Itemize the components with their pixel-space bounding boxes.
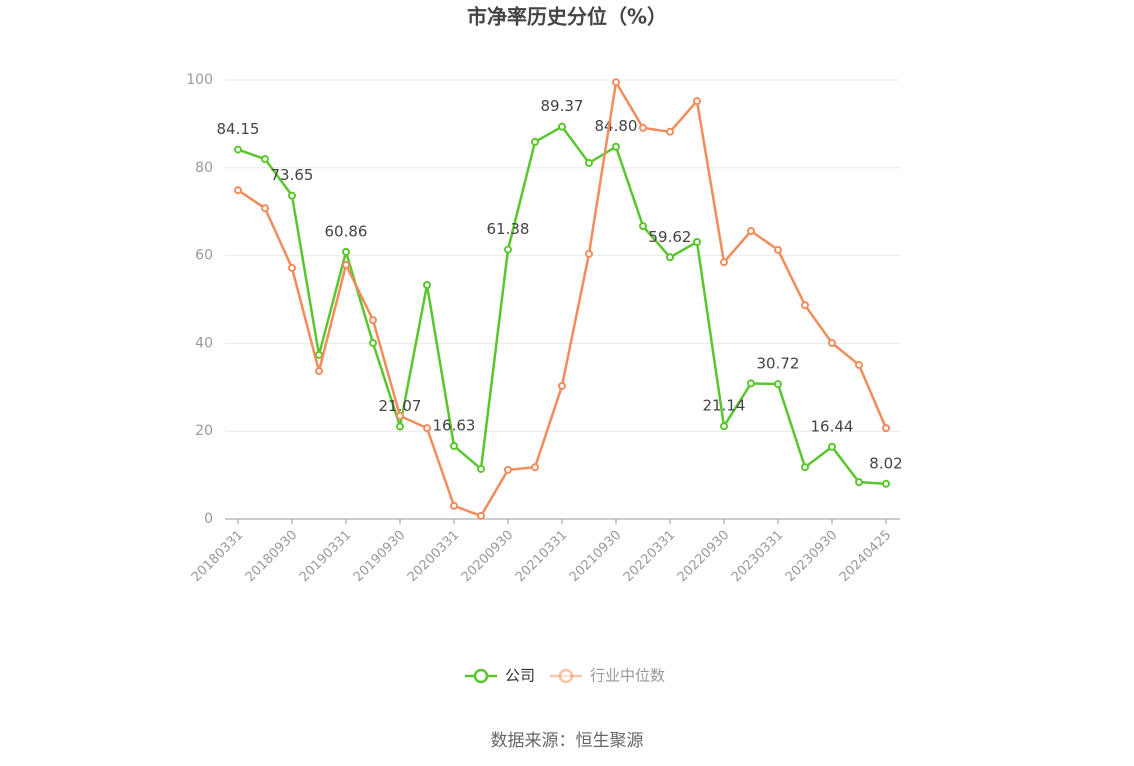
x-tick-label: 20200331 bbox=[405, 528, 462, 585]
chart-title: 市净率历史分位（%） bbox=[467, 5, 667, 29]
data-point bbox=[396, 411, 404, 420]
data-point bbox=[477, 464, 485, 473]
data-point bbox=[558, 122, 566, 131]
x-tick-label: 20220331 bbox=[621, 528, 678, 585]
data-point bbox=[585, 249, 593, 258]
x-tick-label: 20220930 bbox=[675, 528, 732, 585]
x-tick-label: 20240425 bbox=[837, 528, 894, 585]
data-point bbox=[720, 258, 728, 267]
data-point bbox=[666, 253, 674, 262]
data-point bbox=[315, 367, 323, 376]
data-point bbox=[261, 155, 269, 164]
data-label: 59.62 bbox=[649, 228, 692, 246]
data-point bbox=[666, 127, 674, 136]
data-point bbox=[693, 97, 701, 106]
data-point bbox=[531, 463, 539, 472]
y-tick-label: 0 bbox=[204, 511, 213, 527]
data-point bbox=[288, 191, 296, 200]
data-label: 16.44 bbox=[811, 417, 854, 435]
x-tick-label: 20180930 bbox=[243, 528, 300, 585]
data-label: 21.07 bbox=[379, 397, 422, 415]
data-point bbox=[882, 479, 890, 488]
data-point bbox=[288, 263, 296, 272]
legend-label: 行业中位数 bbox=[590, 667, 665, 685]
data-label: 21.14 bbox=[703, 397, 746, 415]
data-point bbox=[450, 441, 458, 450]
data-point bbox=[747, 227, 755, 236]
source-note: 数据来源：恒生聚源 bbox=[491, 731, 644, 751]
legend-marker bbox=[473, 668, 489, 684]
data-point bbox=[828, 442, 836, 451]
data-point bbox=[504, 245, 512, 254]
data-point bbox=[504, 465, 512, 474]
data-point bbox=[423, 424, 431, 433]
data-label: 89.37 bbox=[541, 97, 584, 115]
x-tick-label: 20210331 bbox=[513, 528, 570, 585]
data-point bbox=[234, 145, 242, 154]
data-point bbox=[261, 204, 269, 213]
y-tick-label: 80 bbox=[195, 160, 213, 176]
data-label: 8.02 bbox=[869, 454, 902, 472]
data-point bbox=[855, 478, 863, 487]
data-point bbox=[801, 301, 809, 310]
data-point bbox=[450, 501, 458, 510]
data-point bbox=[639, 222, 647, 231]
x-tick-label: 20230331 bbox=[729, 528, 786, 585]
data-point bbox=[423, 281, 431, 290]
y-tick-label: 20 bbox=[195, 423, 213, 439]
x-tick-label: 20190331 bbox=[297, 528, 354, 585]
data-point bbox=[477, 511, 485, 520]
data-point bbox=[585, 158, 593, 167]
data-point bbox=[693, 237, 701, 246]
series-line bbox=[237, 78, 888, 518]
y-tick-label: 40 bbox=[195, 335, 213, 351]
data-point bbox=[531, 137, 539, 146]
data-point bbox=[720, 422, 728, 431]
x-tick-label: 20180331 bbox=[189, 528, 246, 585]
data-label: 16.63 bbox=[433, 416, 476, 434]
y-tick-label: 60 bbox=[195, 248, 213, 264]
x-tick-label: 20200930 bbox=[459, 528, 516, 585]
data-point bbox=[558, 381, 566, 390]
data-point bbox=[639, 123, 647, 132]
data-label: 61.38 bbox=[487, 220, 530, 238]
x-tick-label: 20210930 bbox=[567, 528, 624, 585]
data-point bbox=[801, 463, 809, 472]
data-point bbox=[234, 186, 242, 195]
data-point bbox=[855, 360, 863, 369]
data-label: 73.65 bbox=[271, 166, 314, 184]
data-point bbox=[342, 260, 350, 269]
data-point bbox=[369, 338, 377, 347]
data-point bbox=[315, 350, 323, 359]
data-point bbox=[396, 422, 404, 431]
data-point bbox=[612, 142, 620, 151]
data-point bbox=[774, 380, 782, 389]
data-label: 60.86 bbox=[325, 222, 368, 240]
legend-label: 公司 bbox=[505, 667, 535, 685]
data-point bbox=[774, 245, 782, 254]
data-point bbox=[747, 379, 755, 388]
data-label: 84.15 bbox=[217, 120, 260, 138]
legend-marker bbox=[558, 668, 574, 684]
data-point bbox=[882, 424, 890, 433]
data-point bbox=[612, 78, 620, 87]
data-point bbox=[342, 247, 350, 256]
y-tick-label: 100 bbox=[186, 72, 213, 88]
x-tick-label: 20190930 bbox=[351, 528, 408, 585]
data-label: 30.72 bbox=[757, 355, 800, 373]
x-tick-label: 20230930 bbox=[783, 528, 840, 585]
data-point bbox=[369, 316, 377, 325]
data-label: 84.80 bbox=[595, 117, 638, 135]
data-point bbox=[828, 338, 836, 347]
